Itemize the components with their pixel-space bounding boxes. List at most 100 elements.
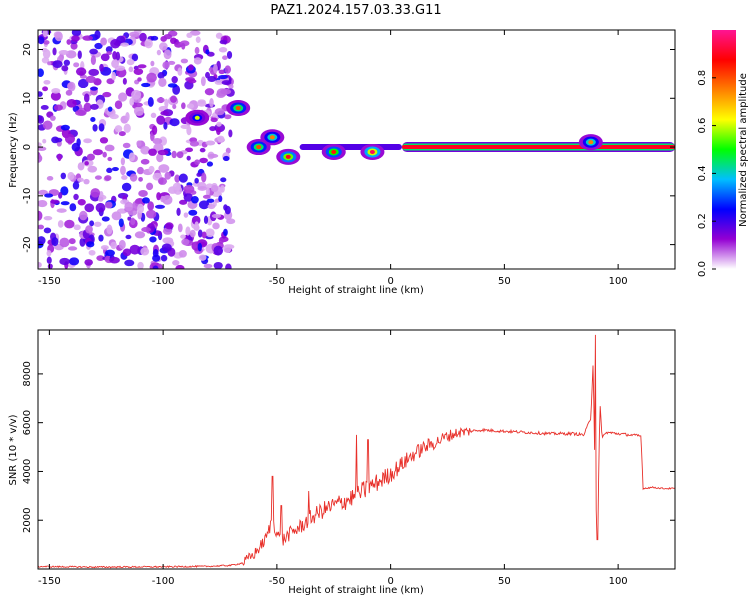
heatmap-cell [201,172,207,183]
heatmap-cell [90,188,101,198]
heatmap-cell [176,151,184,159]
heatmap-cell [148,165,155,173]
heatmap-cell [181,238,190,246]
heatmap-cell [54,31,63,42]
heatmap-cell [102,151,107,158]
spectrogram-ylabel: Frequency (Hz) [8,112,19,188]
heatmap-cell [94,30,101,40]
heatmap-cell [52,47,57,56]
heatmap-cell [129,97,135,106]
heatmap-cell [65,89,73,96]
heatmap-cell [38,68,44,77]
heatmap-cell [133,102,143,108]
heatmap-cell [180,234,186,239]
heatmap-cell [59,237,70,248]
heatmap-cell [38,115,45,124]
heatmap-cell [205,49,210,55]
heatmap-cell [207,75,217,82]
heatmap-cell [160,110,169,116]
heatmap-cell [195,36,201,43]
heatmap-cell [194,46,200,55]
heatmap-cell [111,59,120,68]
heatmap-cell [213,245,223,256]
heatmap-cell [118,92,128,102]
heatmap-cell [198,254,207,261]
heatmap-cell [136,140,142,147]
heatmap-cell [126,58,135,66]
heatmap-cell [92,149,103,156]
heatmap-cell [124,259,135,267]
heatmap-cell [171,76,178,84]
heatmap-cell [164,171,172,180]
heatmap-cell [70,42,78,50]
spectrogram-heatmap [38,30,675,269]
heatmap-cell [73,62,80,68]
y-tick-label: 10 [22,92,33,105]
heatmap-cell [114,100,123,110]
heatmap-cell [125,234,132,240]
heatmap-cell [125,111,130,122]
heatmap-cell [167,60,176,65]
heatmap-cell [146,182,154,191]
heatmap-cell [197,242,203,252]
heatmap-cluster [285,154,291,159]
heatmap-cell [109,256,120,264]
heatmap-cell [181,42,186,50]
heatmap-cell [68,238,76,245]
heatmap-cell [110,39,121,49]
snr-panel: -150 -100 -50 0 50 100 2000 4000 6000 8000 Height… [8,329,676,596]
heatmap-cell [84,259,93,266]
heatmap-cell [199,147,206,153]
heatmap-cell [163,49,172,60]
heatmap-cell [203,215,209,224]
figure-title: PAZ1.2024.157.03.33.G11 [270,3,441,18]
heatmap-cell [60,172,67,180]
heatmap-cell [222,55,228,60]
heatmap-cell [188,64,194,71]
heatmap-cell [67,171,75,181]
heatmap-cell [158,77,167,88]
heatmap-cell [220,177,227,183]
heatmap-cell [228,84,234,89]
heatmap-cell [66,98,77,108]
heatmap-cell [157,72,165,79]
heatmap-cell [163,121,168,130]
heatmap-cluster [256,145,262,150]
heatmap-cell [194,221,199,230]
heatmap-cell [46,249,52,257]
heatmap-cell [83,102,92,112]
heatmap-cell [95,202,106,213]
heatmap-cell [52,60,63,69]
heatmap-cell [67,246,78,251]
heatmap-cell [137,64,147,69]
heatmap-cell [77,198,86,206]
heatmap-cell [156,49,162,56]
heatmap-cell [75,109,87,116]
heatmap-cell [152,265,159,269]
heatmap-cell [216,127,221,136]
heatmap-cell [156,153,164,163]
heatmap-cell [121,175,128,180]
y-tick-label: 6000 [22,410,33,435]
heatmap-cell [157,263,163,269]
heatmap-cell [177,67,183,76]
heatmap-cell [69,257,80,266]
heatmap-cell [191,215,201,225]
heatmap-cell [73,224,81,231]
heatmap-cell [152,137,163,145]
heatmap-cell [137,203,145,214]
heatmap-cell [174,174,180,183]
heatmap-cell [127,216,132,221]
y-tick-label: 2000 [22,507,33,532]
heatmap-cell [99,137,109,144]
heatmap-cell [50,91,61,101]
heatmap-cell [69,203,77,212]
colorbar-tick-label: 0.6 [697,118,708,134]
heatmap-cell [43,227,52,234]
heatmap-cell [38,142,42,147]
heatmap-cell [156,97,165,103]
heatmap-cell [186,103,195,109]
heatmap-cell [218,74,229,80]
heatmap-cell [157,149,169,156]
